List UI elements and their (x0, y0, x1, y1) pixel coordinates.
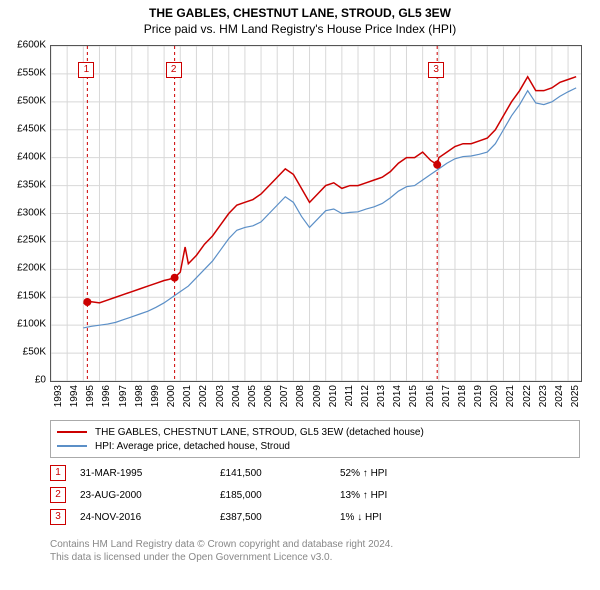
transaction-hpi: 1% ↓ HPI (340, 512, 460, 523)
marker-ref-box: 1 (50, 465, 66, 481)
x-tick-label: 2011 (344, 385, 355, 407)
x-tick-label: 1998 (134, 385, 145, 407)
x-tick-label: 2007 (279, 385, 290, 407)
transaction-hpi: 13% ↑ HPI (340, 490, 460, 501)
footer-line: This data is licensed under the Open Gov… (50, 551, 580, 564)
x-tick-label: 2025 (570, 385, 581, 407)
transactions-table: 1 31-MAR-1995 £141,500 52% ↑ HPI 2 23-AU… (50, 462, 580, 528)
x-tick-label: 1993 (53, 385, 64, 407)
chart-title: THE GABLES, CHESTNUT LANE, STROUD, GL5 3… (0, 0, 600, 20)
legend: THE GABLES, CHESTNUT LANE, STROUD, GL5 3… (50, 420, 580, 458)
y-tick-label: £250K (17, 235, 46, 246)
y-tick-label: £300K (17, 207, 46, 218)
transaction-hpi: 52% ↑ HPI (340, 468, 460, 479)
legend-item: HPI: Average price, detached house, Stro… (57, 439, 573, 453)
x-tick-label: 2001 (182, 385, 193, 407)
x-tick-label: 1995 (85, 385, 96, 407)
transaction-price: £387,500 (220, 512, 340, 523)
marker-label-box: 1 (78, 62, 94, 78)
x-tick-label: 2022 (522, 385, 533, 407)
legend-swatch (57, 445, 87, 447)
x-tick-label: 2005 (247, 385, 258, 407)
x-tick-label: 2010 (328, 385, 339, 407)
chart-container: THE GABLES, CHESTNUT LANE, STROUD, GL5 3… (0, 0, 600, 590)
y-tick-label: £450K (17, 123, 46, 134)
x-tick-label: 2016 (425, 385, 436, 407)
x-tick-label: 2000 (166, 385, 177, 407)
y-tick-label: £600K (17, 40, 46, 51)
legend-label: THE GABLES, CHESTNUT LANE, STROUD, GL5 3… (95, 427, 424, 438)
chart-subtitle: Price paid vs. HM Land Registry's House … (0, 20, 600, 40)
x-tick-label: 2018 (457, 385, 468, 407)
table-row: 3 24-NOV-2016 £387,500 1% ↓ HPI (50, 506, 580, 528)
table-row: 1 31-MAR-1995 £141,500 52% ↑ HPI (50, 462, 580, 484)
x-tick-label: 2012 (360, 385, 371, 407)
x-tick-label: 2014 (392, 385, 403, 407)
y-tick-label: £0 (35, 375, 46, 386)
x-tick-label: 1997 (118, 385, 129, 407)
x-tick-label: 2009 (312, 385, 323, 407)
y-tick-label: £550K (17, 67, 46, 78)
marker-ref-box: 2 (50, 487, 66, 503)
transaction-price: £185,000 (220, 490, 340, 501)
x-tick-label: 2023 (538, 385, 549, 407)
x-tick-label: 2003 (215, 385, 226, 407)
x-tick-label: 2015 (408, 385, 419, 407)
y-tick-label: £500K (17, 95, 46, 106)
x-tick-label: 2024 (554, 385, 565, 407)
legend-label: HPI: Average price, detached house, Stro… (95, 441, 290, 452)
marker-ref-box: 3 (50, 509, 66, 525)
marker-label-box: 2 (166, 62, 182, 78)
y-tick-label: £200K (17, 263, 46, 274)
plot-area (50, 45, 582, 382)
x-tick-label: 2021 (505, 385, 516, 407)
chart-area: £0£50K£100K£150K£200K£250K£300K£350K£400… (50, 45, 580, 380)
x-tick-label: 2019 (473, 385, 484, 407)
transaction-date: 31-MAR-1995 (80, 468, 220, 479)
marker-layer (51, 46, 581, 381)
y-tick-label: £150K (17, 291, 46, 302)
x-tick-label: 1996 (101, 385, 112, 407)
x-tick-label: 1999 (150, 385, 161, 407)
x-tick-label: 2017 (441, 385, 452, 407)
table-row: 2 23-AUG-2000 £185,000 13% ↑ HPI (50, 484, 580, 506)
legend-swatch (57, 431, 87, 433)
y-tick-label: £100K (17, 319, 46, 330)
x-tick-label: 2013 (376, 385, 387, 407)
footer: Contains HM Land Registry data © Crown c… (50, 538, 580, 564)
transaction-date: 24-NOV-2016 (80, 512, 220, 523)
y-tick-label: £400K (17, 151, 46, 162)
transaction-price: £141,500 (220, 468, 340, 479)
x-tick-label: 2006 (263, 385, 274, 407)
legend-item: THE GABLES, CHESTNUT LANE, STROUD, GL5 3… (57, 425, 573, 439)
x-tick-label: 1994 (69, 385, 80, 407)
transaction-date: 23-AUG-2000 (80, 490, 220, 501)
x-tick-label: 2008 (295, 385, 306, 407)
x-tick-label: 2020 (489, 385, 500, 407)
marker-label-box: 3 (428, 62, 444, 78)
x-tick-label: 2004 (231, 385, 242, 407)
footer-line: Contains HM Land Registry data © Crown c… (50, 538, 580, 551)
y-tick-label: £350K (17, 179, 46, 190)
y-tick-label: £50K (23, 347, 46, 358)
x-tick-label: 2002 (198, 385, 209, 407)
